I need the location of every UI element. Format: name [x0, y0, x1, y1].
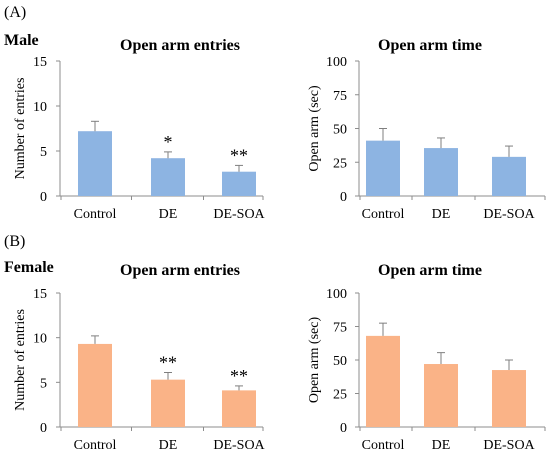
bar	[222, 390, 256, 427]
y-axis-label: Number of entries	[13, 309, 28, 411]
chart-title: Open arm entries	[120, 37, 240, 54]
y-tick-label: 100	[326, 287, 347, 302]
panel-label-a: (A)	[4, 4, 27, 21]
y-tick-label: 5	[40, 376, 47, 391]
significance-marker: **	[159, 353, 177, 373]
x-tick-label: Control	[74, 207, 117, 222]
significance-marker: **	[230, 366, 248, 386]
x-tick-label: DE	[432, 438, 451, 453]
panel-label-b: (B)	[4, 233, 26, 250]
y-tick-label: 50	[333, 123, 347, 138]
x-tick-label: DE	[159, 207, 178, 222]
y-tick-label: 100	[326, 55, 347, 70]
y-tick-label: 0	[40, 421, 47, 436]
chart-title: Open arm entries	[120, 262, 240, 279]
x-tick-label: DE-SOA	[213, 438, 265, 453]
x-tick-label: DE-SOA	[483, 438, 535, 453]
bar	[78, 343, 112, 427]
significance-marker: **	[230, 145, 248, 165]
y-tick-label: 15	[33, 55, 47, 70]
bar	[366, 140, 400, 196]
y-tick-label: 0	[340, 190, 347, 205]
bar	[151, 158, 185, 196]
y-tick-label: 0	[40, 190, 47, 205]
bar	[492, 156, 526, 196]
chart-title: Open arm time	[378, 262, 482, 279]
y-tick-label: 0	[340, 421, 347, 436]
bar	[222, 171, 256, 196]
x-tick-label: DE-SOA	[213, 207, 265, 222]
bar	[424, 364, 458, 427]
y-tick-label: 50	[333, 354, 347, 369]
y-tick-label: 25	[333, 156, 347, 171]
bar	[151, 379, 185, 427]
y-axis-label: Open arm (sec)	[307, 85, 322, 172]
y-axis-label: Number of entries	[13, 78, 28, 180]
y-tick-label: 75	[333, 89, 347, 104]
significance-marker: *	[164, 132, 173, 152]
y-tick-label: 10	[33, 100, 47, 115]
x-tick-label: Control	[362, 438, 405, 453]
y-axis-label: Open arm (sec)	[307, 317, 322, 404]
y-tick-label: 5	[40, 145, 47, 160]
x-tick-label: Control	[74, 438, 117, 453]
y-tick-label: 15	[33, 287, 47, 302]
x-tick-label: DE-SOA	[483, 207, 535, 222]
x-tick-label: DE	[159, 438, 178, 453]
y-tick-label: 75	[333, 321, 347, 336]
bar	[78, 131, 112, 196]
sex-label-male: Male	[4, 32, 39, 49]
bar	[424, 148, 458, 196]
bar	[366, 335, 400, 427]
sex-label-female: Female	[4, 259, 54, 276]
y-tick-label: 25	[333, 388, 347, 403]
x-tick-label: DE	[432, 207, 451, 222]
y-tick-label: 10	[33, 332, 47, 347]
bar	[492, 370, 526, 427]
chart-title: Open arm time	[378, 37, 482, 54]
x-tick-label: Control	[362, 207, 405, 222]
